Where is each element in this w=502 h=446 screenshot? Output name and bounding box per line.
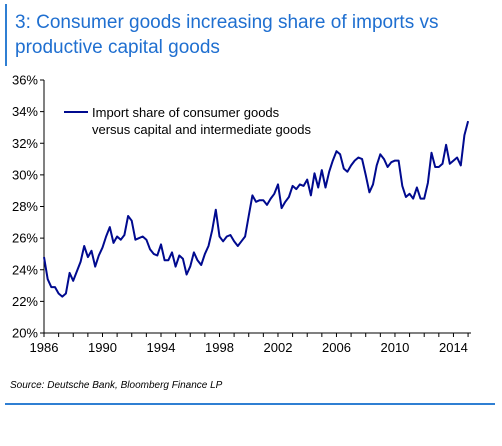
x-tick-label: 1998 xyxy=(205,340,234,355)
y-tick-label: 30% xyxy=(12,167,38,182)
y-tick-label: 28% xyxy=(12,199,38,214)
title-bar: 3: Consumer goods increasing share of im… xyxy=(5,4,497,66)
x-tick-label: 2002 xyxy=(264,340,293,355)
source-note: Source: Deutsche Bank, Bloomberg Finance… xyxy=(10,380,223,391)
legend: Import share of consumer goods versus cap… xyxy=(64,105,311,137)
y-tick-label: 24% xyxy=(12,262,38,277)
x-tick-label: 1994 xyxy=(147,340,176,355)
y-tick-label: 32% xyxy=(12,136,38,151)
x-tick-label: 2010 xyxy=(380,340,409,355)
y-axis: 20% 22% 24% 26% 28% 30% 32% 34% 36% xyxy=(12,73,45,341)
y-tick-label: 20% xyxy=(12,326,38,341)
chart-title: 3: Consumer goods increasing share of im… xyxy=(15,12,439,58)
line-chart: 20% 22% 24% 26% 28% 30% 32% 34% 36% 1986 1990 1994… xyxy=(12,73,471,355)
x-tick-label: 1986 xyxy=(30,340,59,355)
legend-label: Import share of consumer goods versus cap… xyxy=(92,105,311,137)
x-tick-label: 1990 xyxy=(88,340,117,355)
bottom-divider xyxy=(5,403,495,405)
x-axis: 1986 1990 1994 1998 2002 2006 2010 2014 xyxy=(30,332,471,355)
x-tick-label: 2006 xyxy=(322,340,351,355)
y-tick-label: 34% xyxy=(12,104,38,119)
x-tick-label: 2014 xyxy=(439,340,468,355)
y-tick-label: 26% xyxy=(12,231,38,246)
y-tick-label: 36% xyxy=(12,73,38,88)
series-layer xyxy=(43,120,470,298)
series-line xyxy=(43,120,470,298)
y-tick-label: 22% xyxy=(12,294,38,309)
